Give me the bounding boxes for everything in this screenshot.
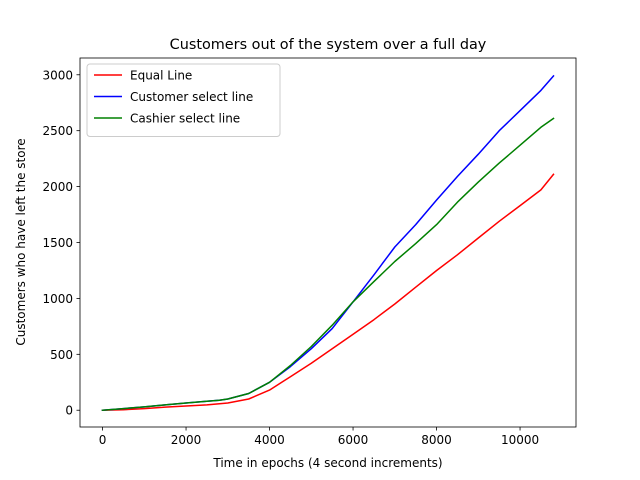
x-tick-label: 6000 — [338, 433, 369, 447]
x-tick-label: 0 — [99, 433, 107, 447]
x-tick-label: 10000 — [501, 433, 539, 447]
x-axis-label: Time in epochs (4 second increments) — [212, 456, 442, 470]
y-tick-label: 2000 — [42, 180, 73, 194]
y-tick-label: 1500 — [42, 236, 73, 250]
x-tick-label: 4000 — [254, 433, 285, 447]
x-tick-label: 8000 — [421, 433, 452, 447]
x-tick-label: 2000 — [171, 433, 202, 447]
plot-area: 0 2000 4000 6000 8000 10000 0 500 1000 1500 2000 25… — [42, 57, 577, 447]
y-tick-label: 0 — [65, 404, 73, 418]
legend-entry-label: Equal Line — [130, 69, 192, 83]
series-line-0 — [101, 173, 555, 411]
series-line-2 — [101, 117, 555, 412]
y-tick-label: 3000 — [42, 68, 73, 82]
y-tick-label: 500 — [50, 348, 73, 362]
legend: Equal Line Customer select line Cashier se… — [86, 63, 281, 137]
y-axis-label: Customers who have left the store — [14, 138, 28, 345]
chart-title: Customers out of the system over a full … — [170, 37, 487, 53]
y-tick-label: 1000 — [42, 292, 73, 306]
legend-box — [86, 63, 281, 137]
legend-entry-label: Customer select line — [130, 90, 253, 104]
legend-entry-label: Cashier select line — [130, 112, 240, 126]
y-tick-label: 2500 — [42, 124, 73, 138]
